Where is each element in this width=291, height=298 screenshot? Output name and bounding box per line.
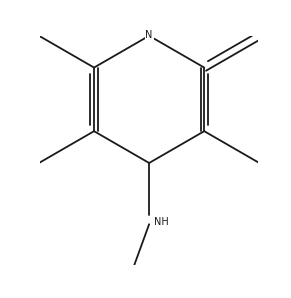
Text: NH: NH — [154, 218, 168, 227]
Text: N: N — [146, 30, 153, 40]
